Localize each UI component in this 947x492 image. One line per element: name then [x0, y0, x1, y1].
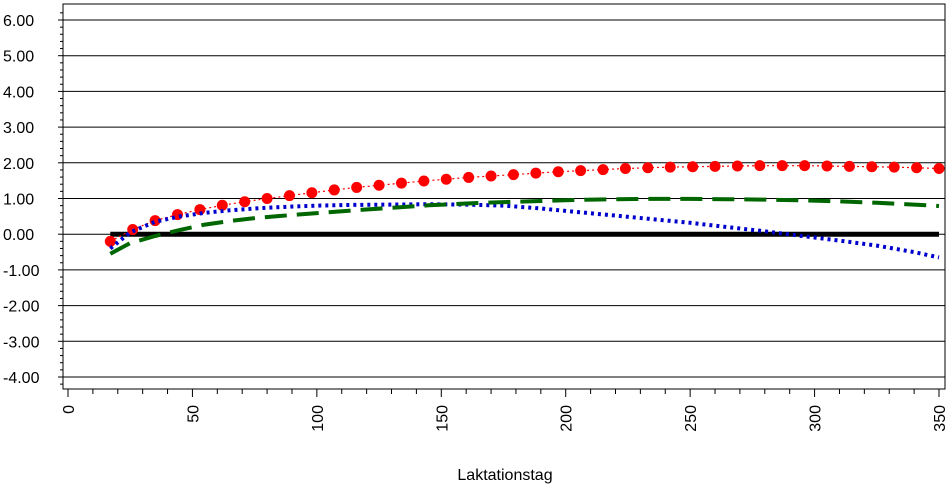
data-series [104, 160, 945, 260]
series-line-dotted-with-markers [110, 165, 940, 242]
series-marker [306, 187, 318, 199]
series-marker [642, 162, 654, 174]
y-tick-label: 3.00 [3, 120, 34, 137]
series-marker [463, 171, 475, 183]
x-axis: 0 50 100 150 200 250 300 350 [61, 389, 947, 432]
x-tick-label: 250 [683, 405, 700, 432]
series-line-dotted [109, 202, 940, 260]
x-tick-label: 200 [559, 405, 576, 432]
series-marker [821, 160, 833, 172]
y-tick-label: -2.00 [3, 299, 40, 316]
series-marker [664, 161, 676, 173]
series-marker [575, 165, 587, 177]
y-tick-label: -4.00 [3, 370, 40, 387]
series-marker [597, 164, 609, 176]
y-tick-label: 2.00 [3, 156, 34, 173]
series-marker [283, 190, 295, 202]
series-marker [395, 177, 407, 189]
series-marker [754, 160, 766, 172]
y-tick-label: 5.00 [3, 49, 34, 66]
series-marker [104, 235, 116, 247]
series-marker [687, 161, 699, 173]
y-tick-label: 6.00 [3, 13, 34, 30]
y-tick-label: -1.00 [3, 263, 40, 280]
plot-frame [62, 3, 946, 390]
y-tick-label: -3.00 [3, 334, 40, 351]
series-marker [485, 170, 497, 182]
x-tick-label: 350 [932, 405, 947, 432]
series-marker [507, 169, 519, 181]
y-tick-label: 4.00 [3, 84, 34, 101]
series-marker [328, 184, 340, 196]
x-tick-label: 0 [61, 405, 78, 414]
series-marker [911, 162, 923, 174]
x-axis-label: Laktationstag [457, 467, 552, 484]
series-marker [373, 179, 385, 191]
series-marker [261, 193, 273, 204]
x-tick-label: 300 [808, 405, 825, 432]
series-marker [619, 163, 631, 175]
x-tick-label: 50 [185, 405, 202, 423]
y-tick-label: 1.00 [3, 192, 34, 209]
series-line-dashed [109, 196, 940, 256]
x-tick-label: 150 [434, 405, 451, 432]
y-axis: 6.00 5.00 4.00 3.00 2.00 1.00 0.00 -1.00 -2.00 -3… [3, 12, 63, 387]
series-marker [843, 160, 855, 172]
series-marker [440, 173, 452, 185]
series-marker [530, 167, 542, 179]
series-marker [933, 163, 945, 175]
series-marker [239, 196, 251, 208]
series-marker [194, 204, 206, 216]
y-tick-label: 0.00 [3, 227, 34, 244]
series-marker [866, 161, 878, 173]
series-marker [709, 160, 721, 172]
series-marker [888, 161, 900, 173]
x-tick-label: 100 [310, 405, 327, 432]
series-marker [776, 160, 788, 172]
gridlines [63, 19, 945, 378]
series-marker [799, 160, 811, 172]
series-marker [351, 181, 363, 193]
series-marker [552, 166, 564, 178]
series-marker [731, 160, 743, 172]
series-marker [418, 175, 430, 187]
series-marker [216, 199, 228, 211]
